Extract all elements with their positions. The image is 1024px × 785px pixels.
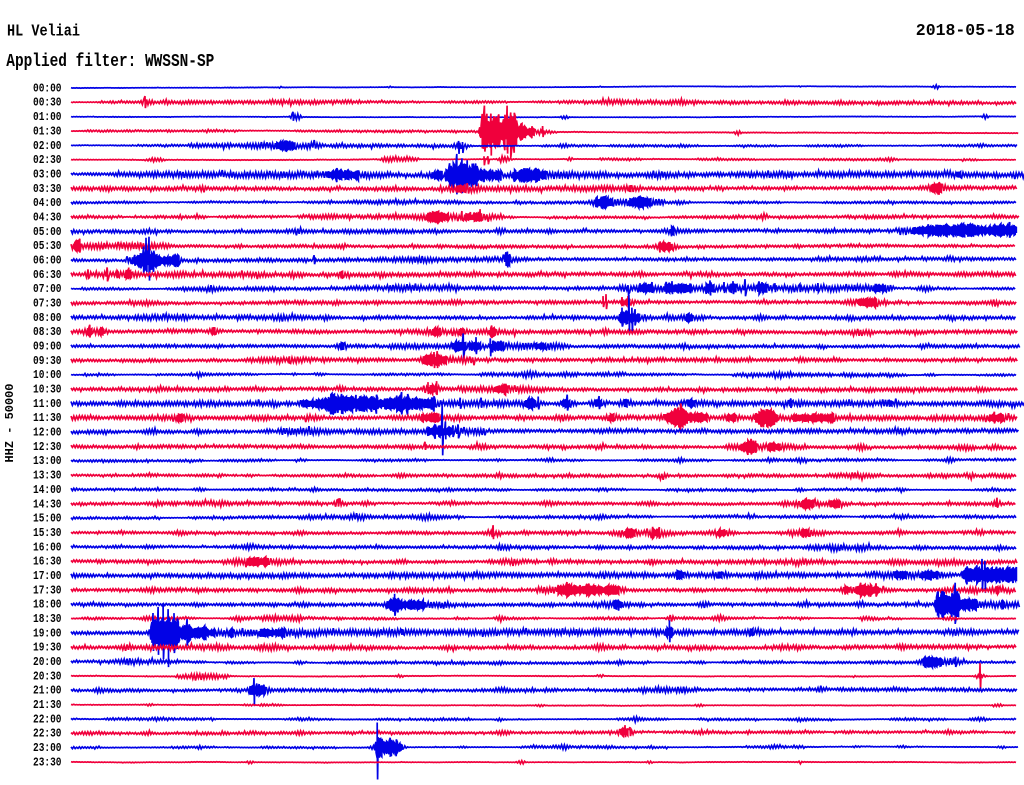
svg-text:02:00: 02:00	[33, 139, 62, 153]
svg-text:08:30: 08:30	[33, 325, 62, 339]
svg-text:21:30: 21:30	[33, 698, 62, 712]
svg-text:17:00: 17:00	[33, 569, 62, 583]
svg-text:10:00: 10:00	[33, 368, 62, 382]
svg-text:20:00: 20:00	[33, 655, 62, 669]
svg-text:15:30: 15:30	[33, 526, 62, 540]
svg-text:05:30: 05:30	[33, 239, 62, 253]
svg-text:2018-05-18: 2018-05-18	[916, 22, 1015, 41]
svg-text:16:00: 16:00	[33, 540, 62, 554]
svg-text:20:30: 20:30	[33, 669, 62, 683]
svg-text:19:30: 19:30	[33, 641, 62, 655]
svg-text:19:00: 19:00	[33, 626, 62, 640]
svg-text:22:30: 22:30	[33, 727, 62, 741]
svg-text:11:00: 11:00	[33, 397, 62, 411]
svg-text:12:00: 12:00	[33, 426, 62, 440]
svg-text:07:00: 07:00	[33, 282, 62, 296]
svg-text:13:00: 13:00	[33, 454, 62, 468]
svg-text:23:00: 23:00	[33, 741, 62, 755]
svg-text:12:30: 12:30	[33, 440, 62, 454]
svg-text:22:00: 22:00	[33, 712, 62, 726]
svg-text:14:00: 14:00	[33, 483, 62, 497]
svg-text:03:00: 03:00	[33, 167, 62, 181]
svg-text:16:30: 16:30	[33, 555, 62, 569]
svg-text:Applied filter: WWSSN-SP: Applied filter: WWSSN-SP	[6, 51, 214, 72]
svg-text:11:30: 11:30	[33, 411, 62, 425]
svg-text:06:00: 06:00	[33, 254, 62, 268]
svg-text:14:30: 14:30	[33, 497, 62, 511]
svg-text:17:30: 17:30	[33, 583, 62, 597]
svg-text:15:00: 15:00	[33, 512, 62, 526]
svg-text:07:30: 07:30	[33, 297, 62, 311]
svg-text:09:00: 09:00	[33, 340, 62, 354]
svg-text:05:00: 05:00	[33, 225, 62, 239]
svg-text:01:00: 01:00	[33, 110, 62, 124]
svg-text:03:30: 03:30	[33, 182, 62, 196]
svg-text:HL Veliai: HL Veliai	[7, 22, 80, 41]
svg-text:10:30: 10:30	[33, 383, 62, 397]
svg-text:18:30: 18:30	[33, 612, 62, 626]
svg-text:06:30: 06:30	[33, 268, 62, 282]
svg-text:00:30: 00:30	[33, 96, 62, 110]
svg-text:02:30: 02:30	[33, 153, 62, 167]
svg-text:21:00: 21:00	[33, 684, 62, 698]
svg-text:13:30: 13:30	[33, 469, 62, 483]
svg-text:00:00: 00:00	[33, 81, 62, 95]
svg-text:04:00: 04:00	[33, 196, 62, 210]
svg-text:08:00: 08:00	[33, 311, 62, 325]
svg-text:09:30: 09:30	[33, 354, 62, 368]
svg-text:18:00: 18:00	[33, 598, 62, 612]
svg-text:04:30: 04:30	[33, 211, 62, 225]
svg-text:HHZ - 50000: HHZ - 50000	[4, 383, 17, 462]
svg-text:01:30: 01:30	[33, 124, 62, 138]
svg-text:23:30: 23:30	[33, 755, 62, 769]
